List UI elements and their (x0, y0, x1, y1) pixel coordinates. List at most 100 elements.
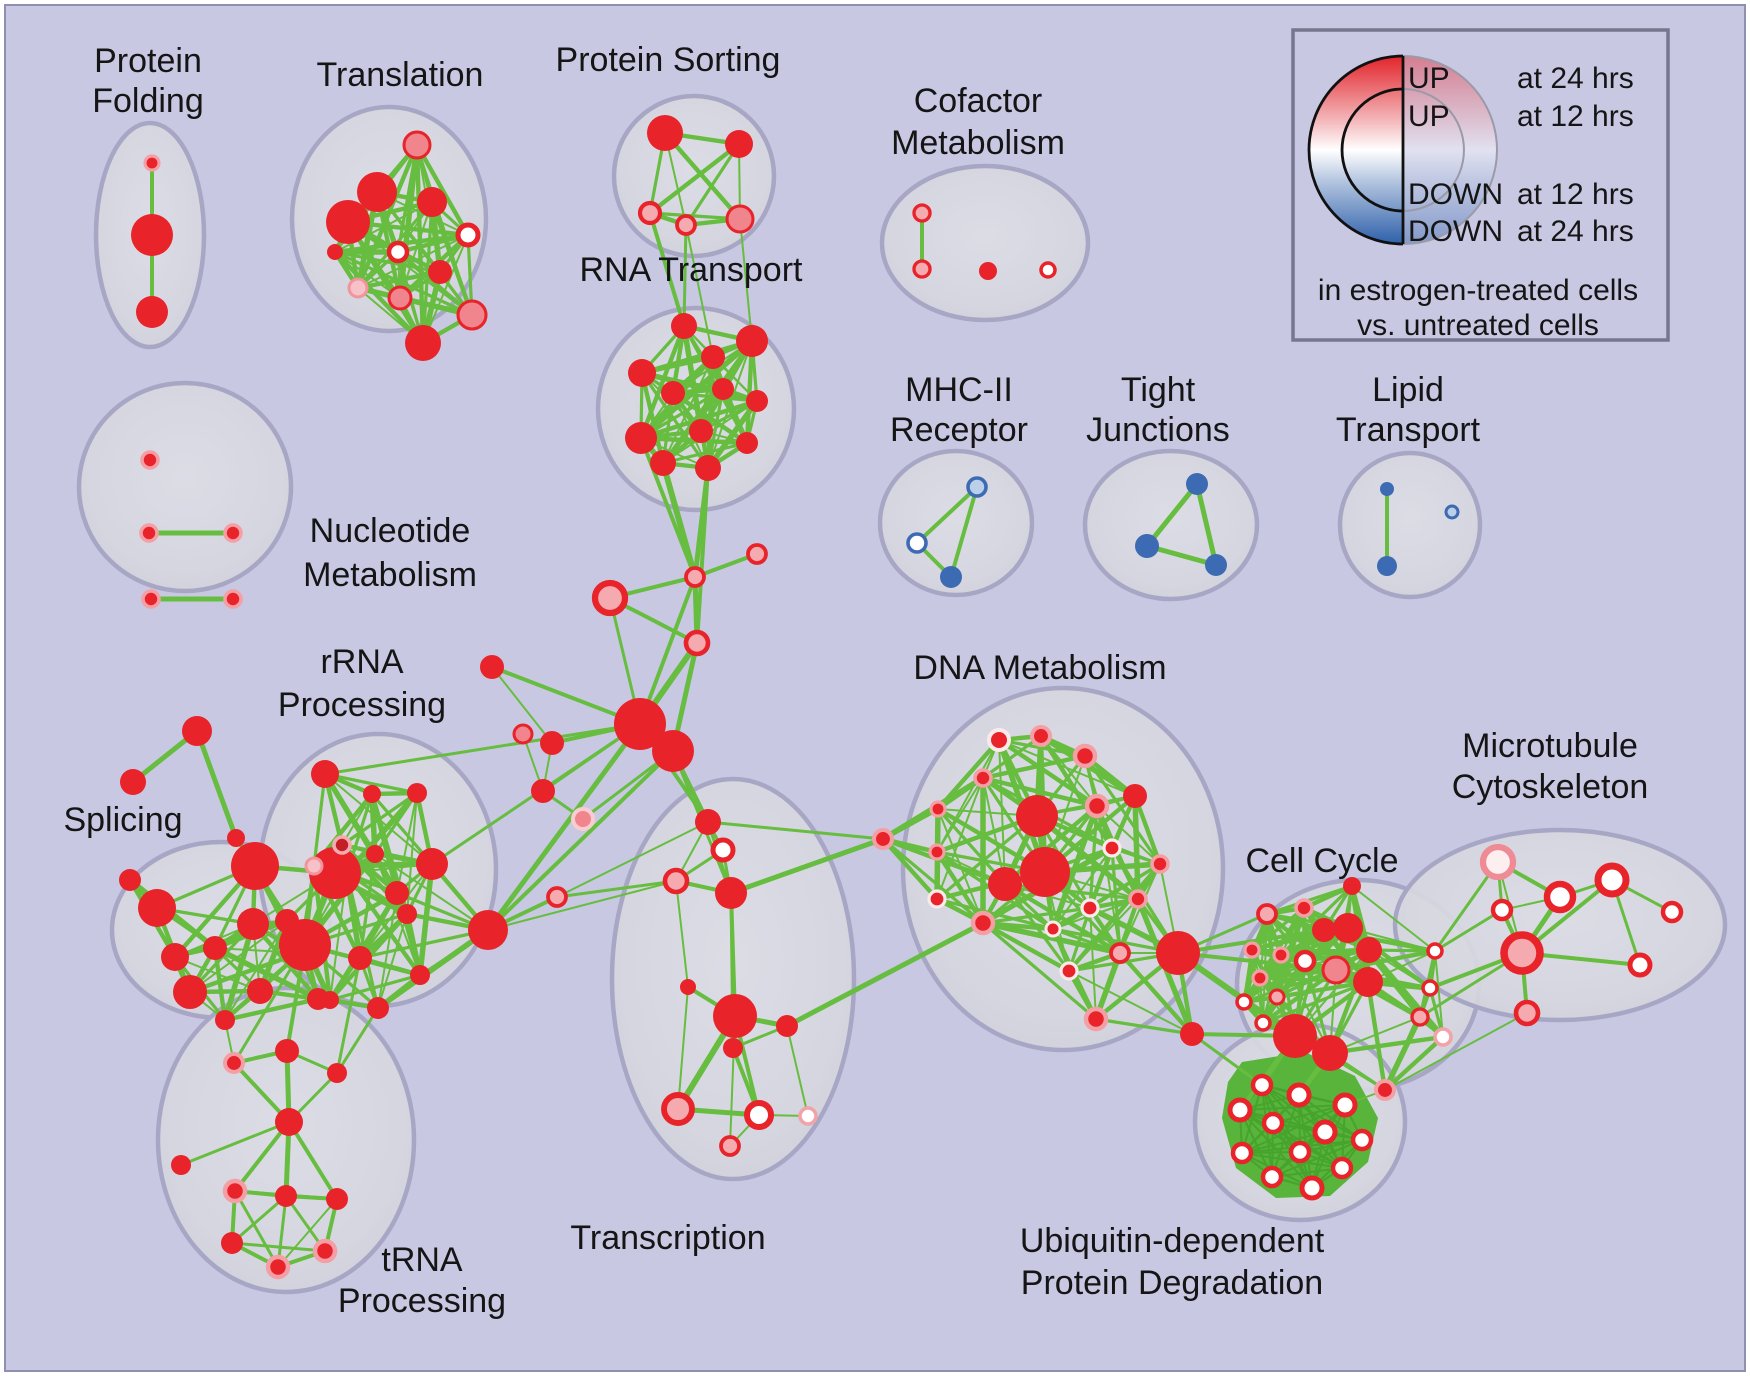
node-cc-13 (1321, 955, 1351, 985)
edge-tl (414, 142, 426, 346)
node-rt-0 (671, 313, 697, 339)
edge-dm (981, 906, 1092, 925)
node-rr-5 (304, 856, 324, 876)
node-cc-9 (1254, 1014, 1272, 1032)
edge-bridge (784, 920, 986, 1029)
node-sp-9 (173, 975, 207, 1009)
node-ub-0 (1227, 1097, 1253, 1123)
node-sp-4 (237, 908, 269, 940)
node-dm-16 (1150, 854, 1170, 874)
node-tn-4 (171, 1155, 191, 1175)
cluster-label-lp-1: Transport (1336, 411, 1481, 449)
node-rr-10 (468, 910, 508, 950)
node-mt-3 (1500, 931, 1544, 975)
node-cf-1 (912, 259, 932, 279)
node-ub-3 (1332, 1092, 1358, 1118)
edge-bridge (487, 880, 677, 931)
edge-dm (980, 753, 1088, 781)
cluster-label-ps-0: Protein Sorting (556, 41, 781, 79)
cluster-ellipse-nm (76, 380, 294, 594)
legend-time-1: at 12 hrs (1517, 100, 1634, 133)
node-pf-2 (136, 296, 168, 328)
edge-ps (648, 211, 742, 221)
edge-bridge (1433, 860, 1500, 953)
edge-ub (1241, 1131, 1326, 1154)
node-dm-17 (1128, 889, 1148, 909)
cluster-label-mh-1: Receptor (890, 411, 1028, 449)
node-ub-10 (1260, 1165, 1284, 1189)
node-ps-0 (647, 115, 683, 151)
node-ub-8 (1288, 1140, 1312, 1164)
edge-dm (1132, 793, 1163, 867)
edge-dm (1096, 805, 1121, 954)
node-tn-2 (327, 1063, 347, 1083)
legend-term-2: DOWN (1408, 178, 1503, 211)
node-free-2 (591, 579, 629, 617)
node-nm-4 (223, 589, 243, 609)
node-tl-8 (387, 285, 413, 311)
edge-dm (1094, 1017, 1194, 1036)
edge-dm (1067, 906, 1092, 973)
node-dm-1 (1029, 724, 1053, 748)
edge-dm (936, 777, 984, 853)
cluster-label-tn-1: Processing (338, 1282, 506, 1320)
edge-bridge (1190, 1032, 1264, 1087)
node-cc-10 (1312, 918, 1336, 942)
cluster-label-cc-0: Cell Cycle (1245, 842, 1398, 880)
node-sp-1 (309, 847, 361, 899)
legend-outer-arc-right (1402, 55, 1498, 245)
edge-bridge (739, 218, 753, 342)
node-tx-2 (662, 867, 690, 895)
edge-dm (1052, 847, 1113, 930)
node-mh-1 (906, 532, 928, 554)
node-mt-2 (1490, 898, 1514, 922)
edge-bridge (695, 466, 710, 645)
edge-dm (980, 920, 1123, 956)
edge-ps (684, 142, 741, 227)
node-rr-11 (397, 904, 417, 924)
node-rr-7 (366, 845, 384, 863)
edge-cc (1333, 948, 1438, 973)
node-tn-8 (221, 1232, 243, 1254)
node-mt-1 (1543, 880, 1577, 914)
cluster-ellipse-cf (879, 163, 1091, 323)
edge-rr (373, 791, 419, 856)
node-nm-2 (223, 523, 243, 543)
edge-sp (187, 950, 303, 995)
edge-cc (1243, 960, 1306, 1003)
edge-bridge (728, 836, 886, 896)
node-dm-12 (927, 889, 947, 909)
edge-dm (1002, 881, 1123, 956)
edge-sp (222, 996, 321, 1023)
edge-tl (334, 251, 401, 299)
edge-bridge (1433, 908, 1504, 953)
legend-time-2: at 12 hrs (1517, 178, 1634, 211)
edge-tx (677, 986, 689, 1110)
edge-dm (880, 836, 940, 902)
node-rt-3 (701, 345, 725, 369)
edge-rr (377, 913, 408, 1009)
node-free-11 (182, 716, 212, 746)
node-dm-2 (1072, 743, 1098, 769)
node-ps-3 (675, 214, 697, 236)
node-tx-6 (713, 994, 757, 1038)
edge-tj (1144, 481, 1200, 549)
edge-ub (1261, 1084, 1326, 1133)
node-ub-9 (1330, 1156, 1354, 1180)
node-dm-20 (1059, 961, 1079, 981)
cluster-label-rr-1: Processing (278, 686, 446, 724)
edge-tn (287, 1120, 339, 1201)
node-dm-23 (1180, 1022, 1204, 1046)
edge-dm (1083, 754, 1162, 866)
node-free-8 (540, 731, 564, 755)
edge-tx (555, 879, 678, 899)
edge-ub (1271, 1167, 1343, 1178)
edge-bridge (648, 211, 686, 328)
node-cc-17 (1426, 942, 1444, 960)
node-free-13 (227, 829, 245, 847)
cluster-label-ub-1: Protein Degradation (1021, 1264, 1323, 1302)
edge-dm (1117, 950, 1195, 1037)
node-tl-3 (326, 200, 370, 244)
node-rr-2 (407, 783, 427, 803)
